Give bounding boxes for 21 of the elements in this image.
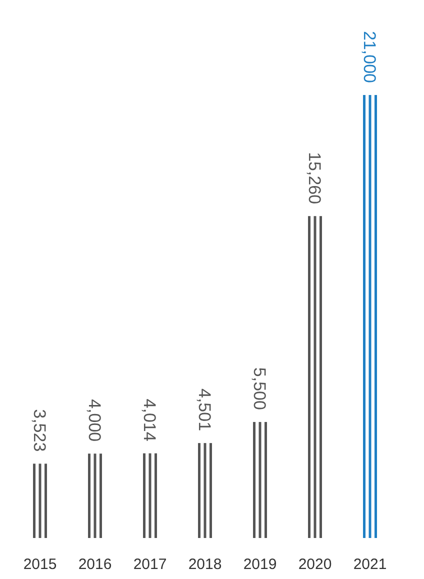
data-label: 3,523: [30, 409, 49, 452]
data-label: 21,000: [360, 31, 379, 83]
data-label: 4,014: [140, 398, 159, 442]
bar: [198, 443, 212, 538]
data-label: 4,000: [85, 399, 104, 442]
data-label: 5,500: [250, 367, 269, 410]
x-tick-label: 2019: [243, 556, 277, 573]
bar: [363, 95, 377, 538]
data-label: 4,501: [195, 388, 214, 432]
x-tick-label: 2021: [353, 556, 387, 573]
bar: [308, 216, 322, 538]
x-tick-label: 2017: [133, 556, 167, 573]
x-tick-label: 2015: [23, 556, 57, 573]
x-tick-label: 2018: [188, 556, 222, 573]
x-tick-label: 2020: [298, 556, 332, 573]
data-label: 15,260: [305, 152, 324, 204]
bar: [143, 453, 157, 538]
bar: [33, 464, 47, 538]
bar: [88, 454, 102, 538]
x-tick-label: 2016: [78, 556, 112, 573]
bar: [253, 422, 267, 538]
